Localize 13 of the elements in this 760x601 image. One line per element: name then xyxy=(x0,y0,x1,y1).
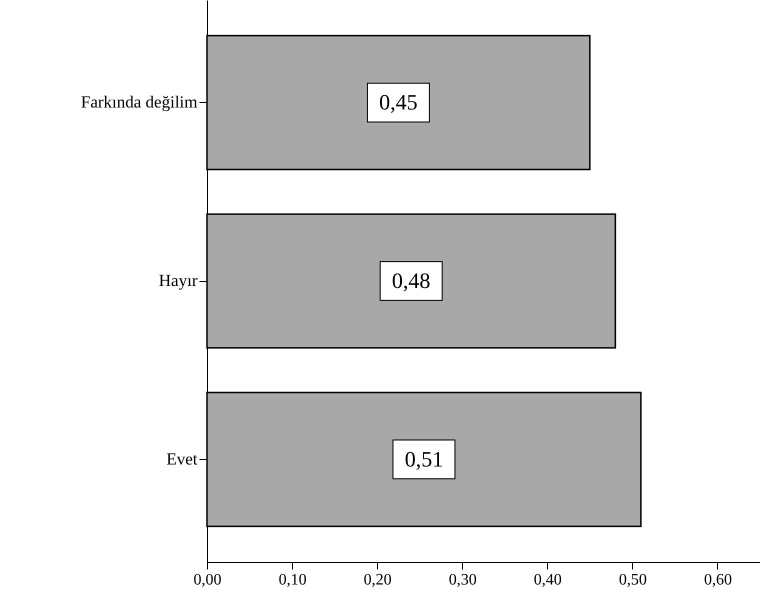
x-tick-label: 0,50 xyxy=(618,572,647,588)
x-tick-label: 0,60 xyxy=(704,572,732,588)
x-tick-label: 0,30 xyxy=(448,572,477,588)
y-tick-label: Hayır xyxy=(158,271,198,290)
data-label: 0,45 xyxy=(379,90,418,115)
x-tick-label: 0,10 xyxy=(278,572,307,588)
data-label: 0,51 xyxy=(404,446,444,472)
y-tick-label: Evet xyxy=(166,449,198,468)
y-tick-label: Farkında değilim xyxy=(80,92,198,112)
x-tick-label: 0,40 xyxy=(534,572,562,588)
data-label: 0,48 xyxy=(392,268,430,293)
x-tick-label: 0,20 xyxy=(364,572,392,588)
x-tick-label: 0,00 xyxy=(194,572,222,588)
